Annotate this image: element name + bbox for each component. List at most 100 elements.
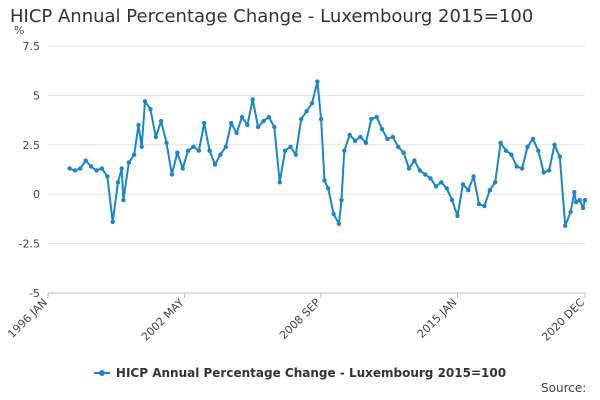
data-point[interactable] <box>509 152 514 157</box>
data-point[interactable] <box>304 109 309 114</box>
data-point[interactable] <box>498 140 503 145</box>
data-point[interactable] <box>255 124 261 130</box>
data-point[interactable] <box>309 101 315 106</box>
data-point[interactable] <box>148 107 153 112</box>
data-point[interactable] <box>428 176 433 181</box>
data-point[interactable] <box>536 148 541 153</box>
data-point[interactable] <box>212 162 218 167</box>
data-point[interactable] <box>202 120 207 126</box>
data-point[interactable] <box>78 166 83 171</box>
data-point[interactable] <box>577 197 582 203</box>
data-point[interactable] <box>99 166 105 171</box>
data-point[interactable] <box>110 219 115 225</box>
data-point[interactable] <box>318 116 324 122</box>
data-point[interactable] <box>94 168 99 173</box>
data-point[interactable] <box>580 205 586 211</box>
data-point[interactable] <box>88 164 94 169</box>
data-point[interactable] <box>153 134 158 140</box>
data-point[interactable] <box>449 197 455 203</box>
data-point[interactable] <box>444 186 449 191</box>
data-point[interactable] <box>519 166 525 171</box>
data-point[interactable] <box>433 184 439 189</box>
data-point[interactable] <box>336 221 342 226</box>
source-label[interactable]: Source: <box>541 381 587 395</box>
data-point[interactable] <box>282 148 288 153</box>
data-point[interactable] <box>218 152 223 157</box>
data-point[interactable] <box>530 136 536 142</box>
data-point[interactable] <box>396 144 401 149</box>
data-point[interactable] <box>347 132 352 138</box>
data-point[interactable] <box>369 116 374 122</box>
data-point[interactable] <box>582 197 588 203</box>
data-point[interactable] <box>557 154 562 159</box>
data-point[interactable] <box>546 168 552 173</box>
data-point[interactable] <box>525 144 530 149</box>
data-point[interactable] <box>487 188 492 193</box>
data-point[interactable] <box>471 174 476 179</box>
legend-item-hicp-luxembourg[interactable]: HICP Annual Percentage Change - Luxembou… <box>93 366 506 380</box>
data-point[interactable] <box>503 148 509 153</box>
data-point[interactable] <box>196 148 202 153</box>
data-point[interactable] <box>493 180 498 185</box>
data-point[interactable] <box>299 116 304 122</box>
data-point[interactable] <box>132 152 137 157</box>
data-point[interactable] <box>423 172 428 177</box>
data-point[interactable] <box>266 114 272 120</box>
data-point[interactable] <box>191 144 196 149</box>
data-point[interactable] <box>412 158 417 163</box>
data-point[interactable] <box>363 140 369 145</box>
data-point[interactable] <box>331 211 336 217</box>
data-point[interactable] <box>476 201 482 207</box>
data-point[interactable] <box>573 199 579 205</box>
data-point[interactable] <box>83 158 88 163</box>
data-point[interactable] <box>514 164 519 169</box>
data-point[interactable] <box>261 118 266 124</box>
data-point[interactable] <box>180 166 185 171</box>
data-point[interactable] <box>552 142 557 147</box>
data-point[interactable] <box>342 148 347 153</box>
data-point[interactable] <box>572 190 577 195</box>
data-point[interactable] <box>339 197 344 203</box>
data-point[interactable] <box>121 197 126 203</box>
data-point[interactable] <box>119 166 124 171</box>
data-point[interactable] <box>293 152 298 157</box>
data-point[interactable] <box>239 114 245 120</box>
data-point[interactable] <box>105 174 110 179</box>
data-point[interactable] <box>139 144 144 149</box>
data-point[interactable] <box>234 130 239 136</box>
data-point[interactable] <box>379 126 385 132</box>
data-point[interactable] <box>417 168 422 173</box>
data-point[interactable] <box>207 148 212 153</box>
data-point[interactable] <box>288 144 293 149</box>
data-point[interactable] <box>115 180 121 185</box>
data-point[interactable] <box>439 180 444 185</box>
data-point[interactable] <box>175 150 180 155</box>
data-point[interactable] <box>568 209 573 215</box>
data-point[interactable] <box>229 120 234 126</box>
data-point[interactable] <box>390 134 395 140</box>
data-point[interactable] <box>401 150 406 155</box>
data-point[interactable] <box>482 203 487 209</box>
data-point[interactable] <box>374 114 379 120</box>
data-point[interactable] <box>126 160 131 165</box>
data-point[interactable] <box>460 182 466 187</box>
data-point[interactable] <box>272 124 277 130</box>
data-point[interactable] <box>455 213 460 219</box>
data-point[interactable] <box>326 186 331 191</box>
data-point[interactable] <box>277 180 282 185</box>
data-point[interactable] <box>223 144 228 149</box>
data-point[interactable] <box>406 166 412 171</box>
data-point[interactable] <box>385 136 390 142</box>
data-point[interactable] <box>169 172 175 177</box>
data-point[interactable] <box>563 223 568 228</box>
data-point[interactable] <box>466 188 471 193</box>
data-point[interactable] <box>185 148 191 153</box>
data-point[interactable] <box>541 170 546 175</box>
data-point[interactable] <box>352 138 358 143</box>
data-point[interactable] <box>158 118 164 124</box>
data-point[interactable] <box>245 122 250 128</box>
data-point[interactable] <box>164 140 169 145</box>
data-point[interactable] <box>67 166 72 171</box>
data-point[interactable] <box>142 99 148 104</box>
data-point[interactable] <box>315 79 320 84</box>
